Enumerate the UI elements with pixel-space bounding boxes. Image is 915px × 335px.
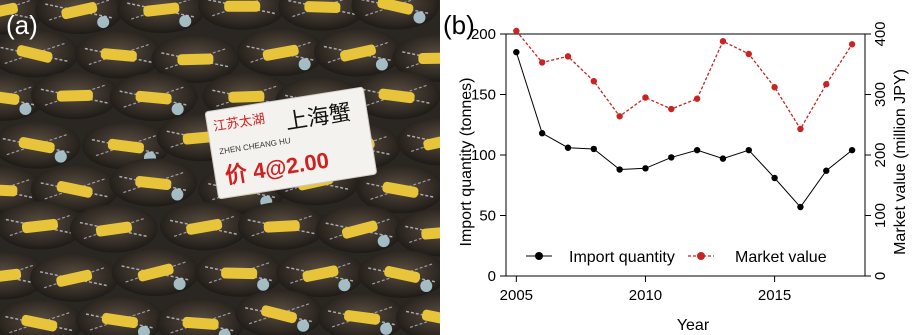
y-left-tick-label: 50	[479, 208, 496, 225]
crab	[396, 293, 440, 335]
data-point-import	[564, 144, 572, 151]
crab	[0, 120, 81, 169]
data-point-market	[642, 94, 649, 101]
crab	[397, 117, 440, 166]
y-left-tick-label: 200	[471, 26, 496, 43]
data-point-import	[745, 146, 752, 154]
crab	[0, 298, 84, 335]
crab	[356, 165, 440, 214]
y-right-tick-label: 300	[872, 82, 889, 107]
crab	[0, 165, 44, 214]
crab	[117, 0, 206, 34]
crab	[75, 296, 164, 335]
data-point-import	[616, 166, 623, 173]
crab	[109, 158, 198, 207]
legend-import-label: Import quantity	[569, 249, 675, 266]
crab	[237, 201, 326, 250]
series-line-import	[515, 51, 853, 208]
import-chart: (b) 0 50 100 150 200 0 100 200 300 400 2005 2010 201…	[443, 10, 909, 334]
data-point-market	[616, 113, 623, 120]
crab	[30, 71, 119, 120]
crab	[318, 292, 407, 335]
crab	[315, 205, 404, 254]
crab	[111, 248, 200, 297]
data-point-import	[823, 167, 830, 174]
crab	[0, 201, 84, 250]
y-right-tick-label: 0	[872, 272, 889, 280]
panel-label-b: (b)	[443, 10, 475, 40]
price-sign: 江苏太湖 上海蟹 ZHEN CHEANG HU 价 4@2.00	[204, 86, 377, 199]
data-point-market	[538, 59, 546, 66]
crab	[30, 253, 119, 302]
data-point-market	[693, 95, 701, 102]
crab	[352, 71, 440, 120]
data-point-market	[797, 125, 804, 133]
data-point-market	[719, 38, 727, 45]
data-point-import	[693, 146, 701, 154]
legend-import-marker	[535, 252, 543, 260]
crab	[74, 30, 163, 79]
crab	[35, 0, 124, 35]
data-point-import	[590, 145, 598, 153]
y-left-tick-label: 0	[488, 268, 496, 285]
crab	[156, 298, 245, 335]
crab	[69, 204, 158, 253]
crab	[109, 73, 198, 122]
crab	[236, 28, 325, 77]
crab	[313, 28, 402, 77]
y-axis-right-title: Market value (million JPY)	[892, 69, 909, 255]
data-point-import	[719, 155, 727, 162]
crab	[395, 208, 440, 257]
crab	[195, 248, 284, 297]
x-axis-title: Year	[677, 317, 710, 334]
crab-photo: 江苏太湖 上海蟹 ZHEN CHEANG HU 价 4@2.00 (a)	[0, 0, 440, 335]
crab	[151, 34, 240, 83]
crab	[160, 202, 249, 251]
data-point-market	[668, 105, 675, 113]
crab	[0, 29, 79, 78]
crab	[235, 289, 324, 335]
y-right-tick-label: 200	[872, 142, 889, 167]
data-point-market	[823, 81, 830, 88]
data-point-import	[538, 130, 546, 137]
y-left-tick-label: 150	[471, 87, 496, 104]
y-left-tick-label: 100	[471, 147, 496, 164]
crab	[0, 0, 44, 35]
data-point-market	[848, 41, 856, 48]
plot-frame	[505, 33, 866, 277]
data-point-market	[745, 50, 752, 58]
y-right-tick-label: 100	[872, 203, 889, 228]
crab	[0, 73, 46, 122]
crab	[30, 164, 119, 213]
crab	[81, 121, 170, 170]
y-axis-left-title: Import quantity (tonnes)	[458, 78, 475, 247]
crab	[278, 0, 367, 31]
crab	[358, 249, 440, 298]
crab	[351, 0, 440, 30]
x-tick-label: 2015	[758, 287, 791, 304]
crab	[276, 249, 365, 298]
x-tick-label: 2005	[500, 287, 533, 304]
data-point-import	[668, 154, 675, 161]
data-point-market	[771, 84, 778, 91]
crab	[198, 0, 287, 30]
chart-legend: Import quantity Market value	[526, 249, 827, 266]
panel-label-a: (a)	[6, 10, 38, 40]
data-point-import	[513, 48, 520, 56]
data-point-import	[797, 203, 804, 211]
legend-market-marker	[697, 252, 705, 260]
chart-series	[513, 27, 856, 211]
data-point-import	[642, 165, 649, 172]
data-point-market	[513, 27, 520, 35]
crab	[392, 33, 440, 82]
data-point-market	[590, 77, 598, 85]
y-right-tick-label: 400	[872, 21, 889, 46]
x-tick-label: 2010	[629, 287, 662, 304]
series-line-market	[515, 30, 853, 131]
data-point-import	[848, 146, 856, 154]
data-point-import	[771, 174, 778, 182]
chart-axes: 0 50 100 150 200 0 100 200 300 400 2005 2010 2015	[471, 21, 889, 304]
data-point-market	[564, 53, 572, 60]
legend-market-label: Market value	[735, 249, 827, 266]
